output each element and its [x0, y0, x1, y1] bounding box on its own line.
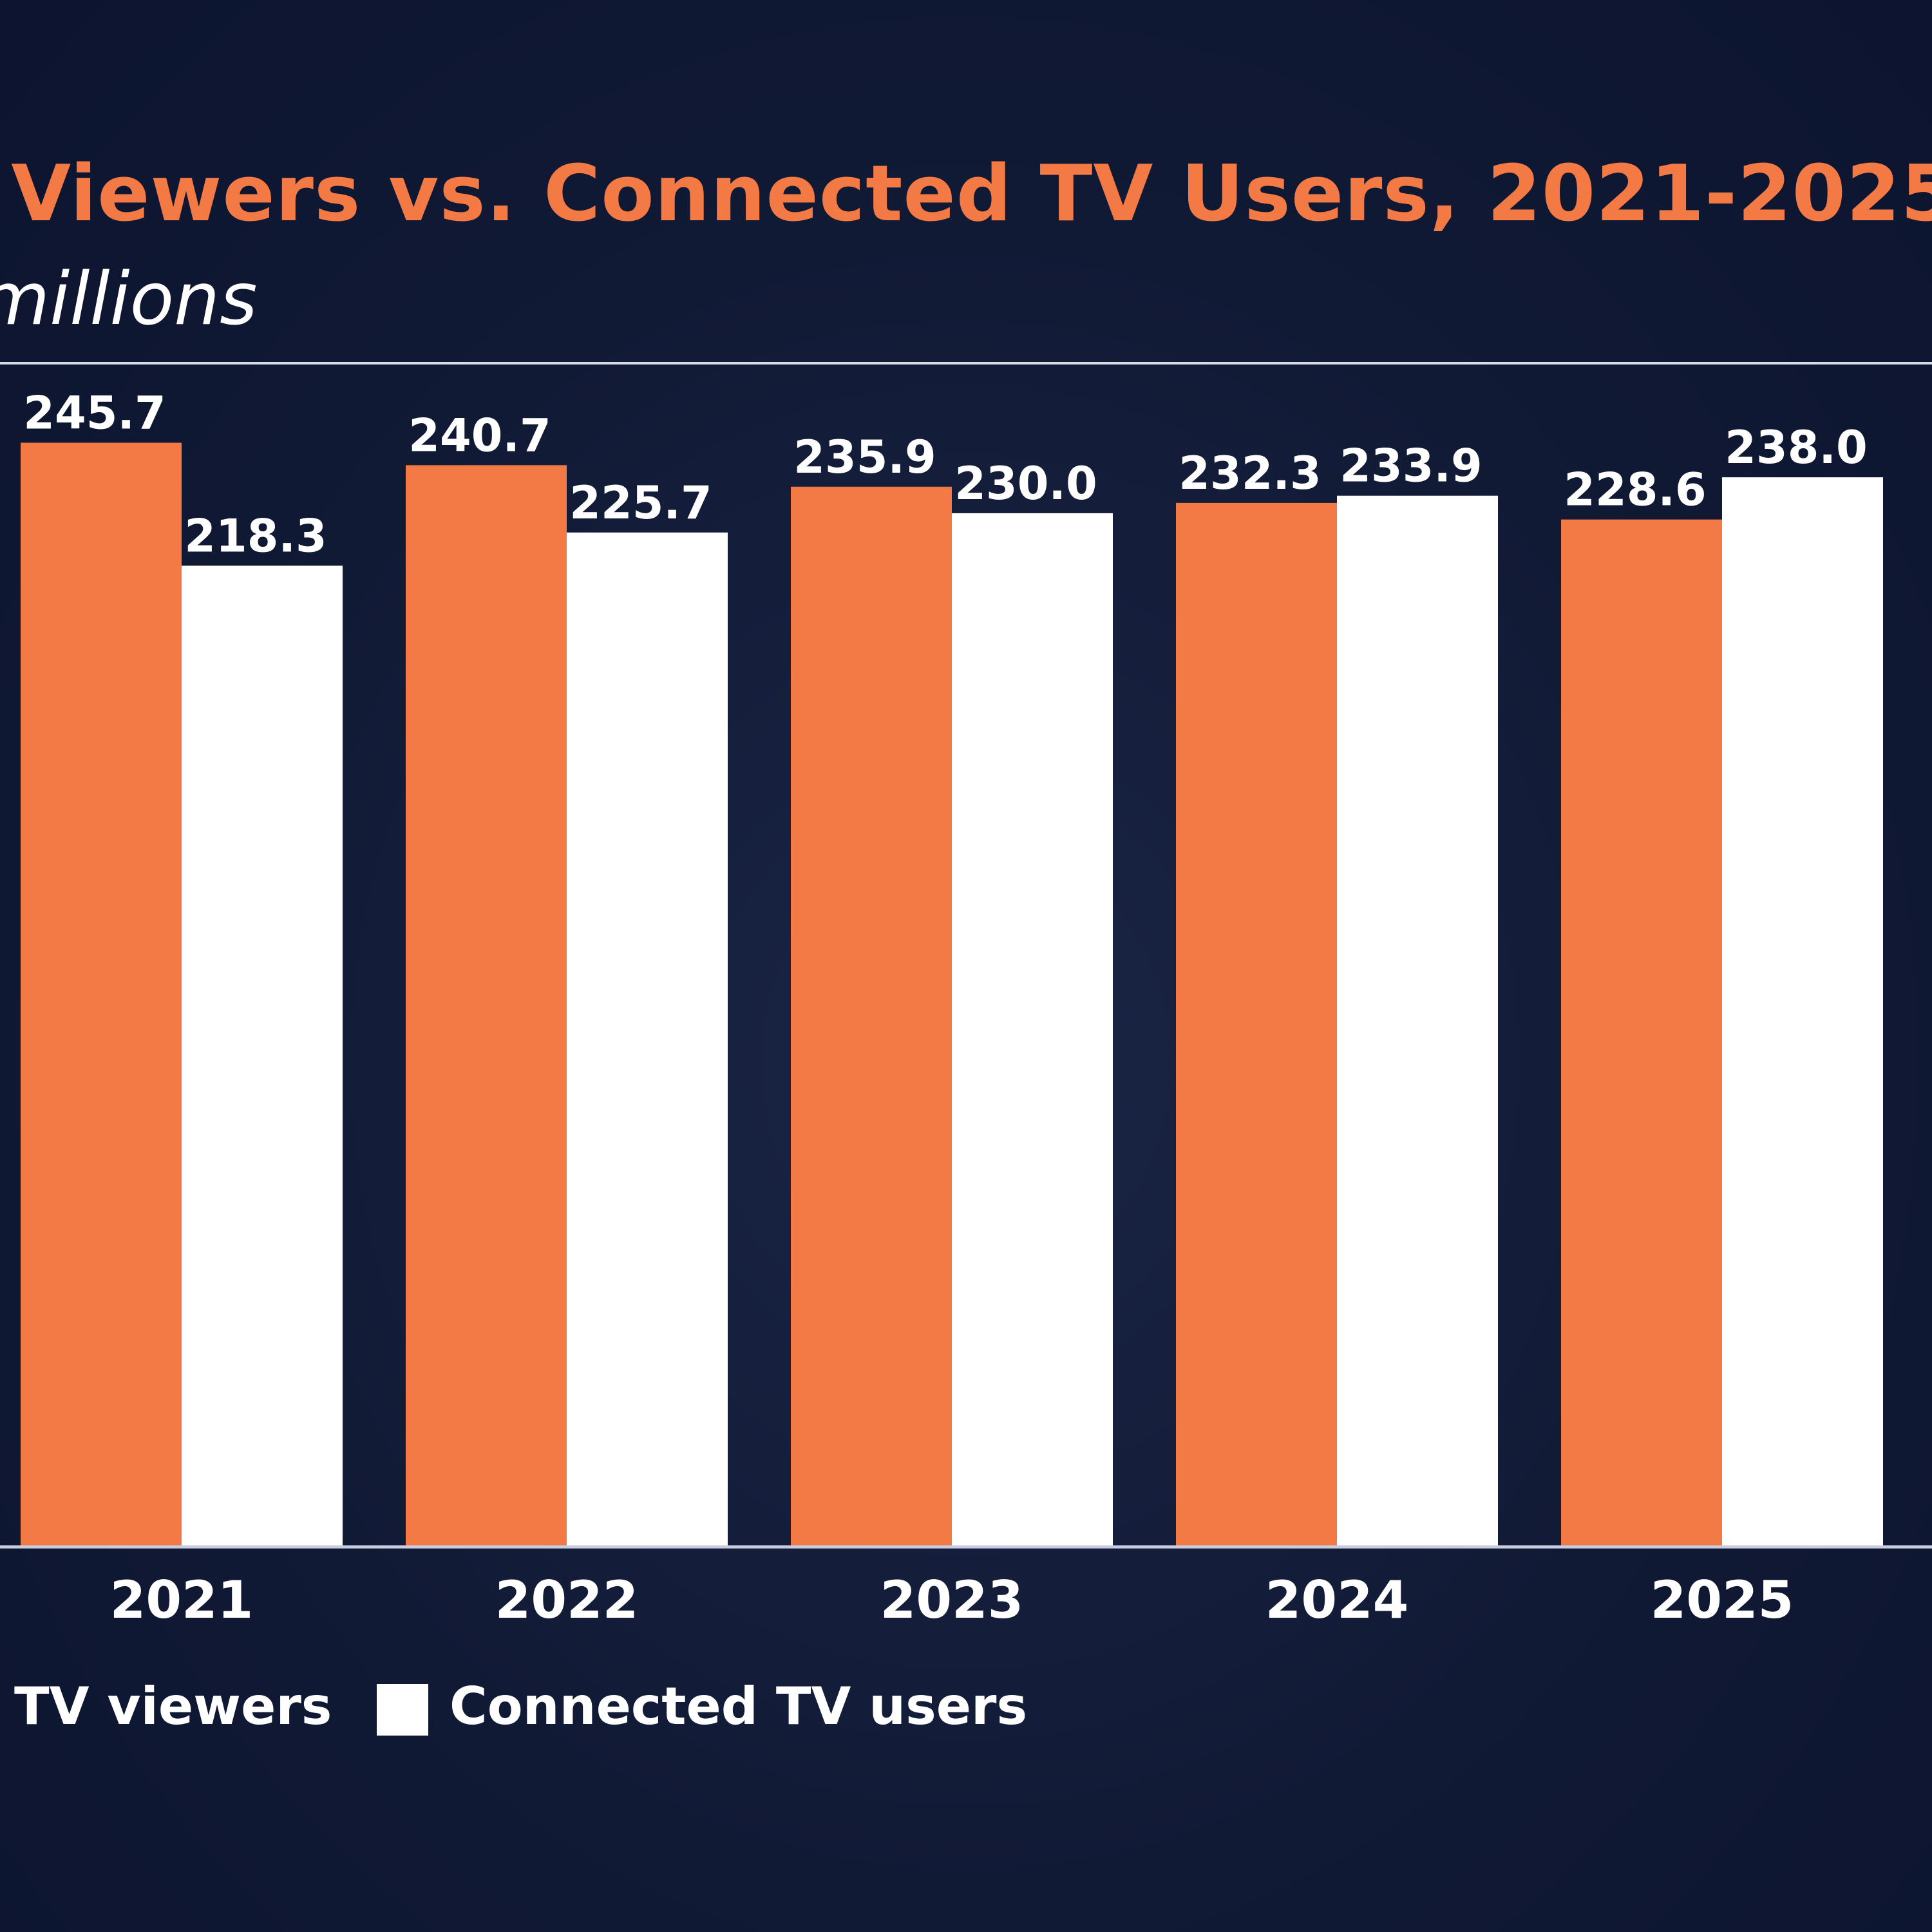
- value-label-tv-viewers-2022: 240.7: [408, 409, 551, 462]
- x-tick-label-2024: 2024: [1265, 1570, 1409, 1630]
- value-label-connected-tv-2021: 218.3: [184, 509, 327, 562]
- x-tick-labels-layer: 2021 2022 2023 2024 2025: [110, 1570, 1794, 1630]
- chart-legend: TV viewers Connected TV users: [0, 1671, 1095, 1742]
- bar-tv-viewers-2021: [21, 442, 182, 1546]
- bar-tv-viewers-2024: [1176, 502, 1337, 1546]
- x-tick-label-2025: 2025: [1651, 1570, 1794, 1630]
- chart-title-text: S TV Viewers vs. Connected TV Users, 202…: [0, 149, 1932, 239]
- legend-item-tv-viewers: TV viewers: [14, 1671, 332, 1742]
- value-label-connected-tv-2025: 238.0: [1725, 421, 1867, 474]
- bars-layer: [21, 442, 1883, 1546]
- bar-connected-tv-2024: [1337, 495, 1498, 1546]
- value-label-tv-viewers-2021: 245.7: [23, 386, 166, 439]
- value-label-tv-viewers-2025: 228.6: [1564, 464, 1706, 516]
- legend-label-connected-tv: Connected TV users: [450, 1676, 1028, 1736]
- x-tick-label-2023: 2023: [880, 1570, 1024, 1630]
- value-label-connected-tv-2023: 230.0: [954, 457, 1097, 510]
- bar-connected-tv-2023: [952, 513, 1113, 1546]
- bar-connected-tv-2021: [182, 565, 343, 1546]
- chart-title: S TV Viewers vs. Connected TV Users, 202…: [0, 143, 1932, 246]
- value-label-connected-tv-2022: 225.7: [569, 477, 712, 529]
- legend-label-tv-viewers: TV viewers: [14, 1676, 332, 1736]
- value-label-connected-tv-2024: 233.9: [1340, 440, 1482, 493]
- bar-tv-viewers-2023: [791, 486, 952, 1546]
- x-tick-label-2021: 2021: [110, 1570, 254, 1630]
- value-label-tv-viewers-2024: 232.3: [1179, 447, 1321, 500]
- bar-tv-viewers-2022: [406, 465, 567, 1546]
- bar-connected-tv-2022: [567, 532, 728, 1546]
- x-tick-label-2022: 2022: [495, 1570, 639, 1630]
- value-label-tv-viewers-2023: 235.9: [793, 431, 936, 484]
- value-labels-layer: 245.7 218.3 240.7 225.7 235.9 230.0 232.3 233.9…: [23, 386, 1867, 562]
- chart-subtitle: millions: [0, 258, 258, 341]
- legend-item-connected-tv: Connected TV users: [450, 1671, 1027, 1742]
- bar-tv-viewers-2025: [1561, 519, 1722, 1546]
- bar-connected-tv-2025: [1722, 477, 1883, 1546]
- legend-swatch-connected-tv: [377, 1684, 428, 1736]
